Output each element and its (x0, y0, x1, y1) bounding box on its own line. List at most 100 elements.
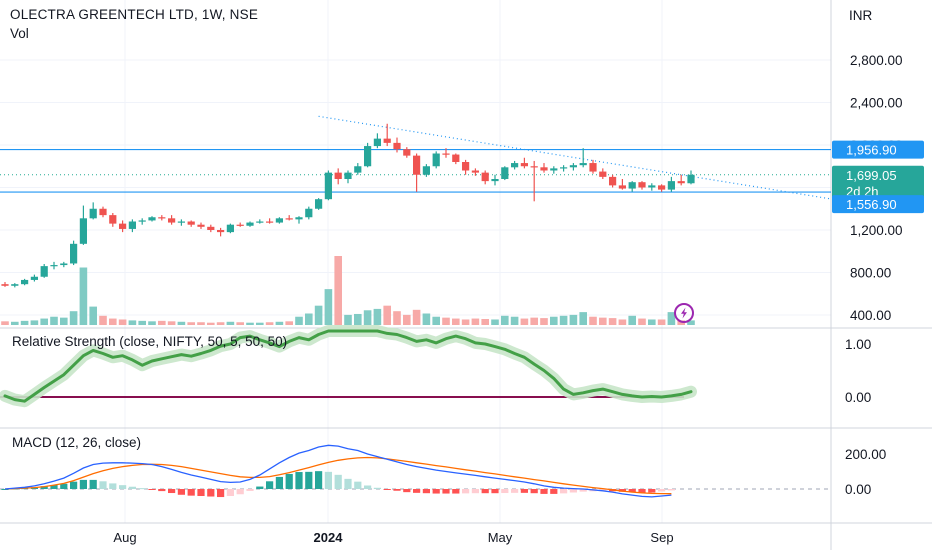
candle (618, 179, 626, 190)
candle (520, 157, 528, 169)
time-label: 2024 (314, 530, 344, 545)
volume-bar (412, 309, 421, 325)
volume-bar (589, 316, 597, 325)
macd-hist-bar (305, 471, 313, 489)
volume-bar (569, 314, 578, 325)
candle-body (628, 182, 636, 189)
macd-hist-bar (1, 489, 9, 490)
volume-bar (40, 318, 48, 325)
candle (99, 206, 107, 218)
candle (452, 153, 460, 165)
volume-bar (275, 321, 284, 325)
candle-body (530, 166, 538, 168)
candle-body (50, 265, 58, 267)
candle-body (413, 155, 421, 175)
candle-body (305, 208, 313, 218)
macd-hist-bar (452, 489, 460, 494)
candle-body (148, 217, 156, 221)
candle-body (403, 149, 411, 156)
candle-body (236, 224, 244, 226)
candle (79, 205, 87, 245)
macd-hist-bar (324, 471, 332, 489)
candle-body (246, 222, 254, 226)
candle (530, 160, 538, 202)
macd-hist-bar (481, 489, 489, 494)
last-price-tag-bg (832, 165, 924, 200)
level-tag-lower-bg (832, 195, 924, 214)
candle (589, 159, 597, 174)
volume-bar (608, 318, 617, 325)
candle-body (452, 154, 460, 162)
macd-hist-bar (79, 479, 87, 489)
candle-body (295, 217, 303, 220)
candle-body (266, 221, 274, 223)
volume-bar (373, 308, 382, 325)
candle (550, 166, 558, 174)
volume-bar (295, 316, 303, 325)
volume-bar (265, 322, 274, 325)
volume-bar (677, 320, 685, 325)
candle-body (569, 165, 577, 168)
candle-body (462, 162, 470, 171)
macd-pane: 200.00 0.00 (0, 444, 886, 498)
volume-bar (118, 319, 127, 325)
macd-hist-bar (432, 489, 440, 494)
volume-bar (216, 322, 225, 325)
candle (628, 181, 636, 192)
volume-bar (599, 317, 607, 325)
macd-hist-bar (579, 489, 587, 492)
macd-tick-label: 0.00 (845, 482, 871, 497)
volume-bar (246, 322, 254, 325)
candle-body (520, 163, 528, 167)
volume-bar (452, 318, 460, 325)
candle-body (540, 167, 548, 171)
volume-bar (432, 316, 440, 325)
volume-bar (1, 321, 9, 325)
macd-hist-bar (560, 489, 568, 494)
candle-body (511, 163, 519, 168)
candle-body (109, 215, 117, 224)
volume-bar (471, 318, 480, 325)
candle (256, 219, 264, 224)
volume-bar (638, 318, 646, 325)
trendline[interactable] (318, 115, 832, 200)
candle (217, 227, 225, 237)
candle-body (422, 166, 430, 175)
macd-hist-bar (89, 479, 97, 489)
candle-body (99, 208, 107, 216)
rs-tick-label: 0.00 (845, 390, 871, 405)
candle (1, 282, 9, 287)
candle (413, 153, 421, 192)
macd-hist-bar (50, 484, 58, 489)
macd-hist-bar (158, 489, 166, 492)
candle (334, 168, 342, 185)
candle-body (177, 221, 185, 223)
candle-body (11, 284, 19, 286)
candle (667, 176, 675, 192)
candle (442, 148, 450, 158)
candle (560, 165, 568, 172)
candle (393, 137, 401, 153)
currency-label: INR (849, 8, 873, 23)
candle-body (30, 276, 38, 280)
macd-hist-bar (334, 474, 342, 489)
macd-signal-line (4, 456, 672, 495)
candle-body (138, 220, 146, 222)
volume-bar (667, 312, 676, 325)
candle (11, 283, 19, 288)
macd-tick-label: 200.00 (845, 447, 886, 462)
macd-hist-bar (540, 489, 548, 494)
lightning-icon[interactable] (674, 303, 694, 323)
macd-hist-bar (217, 489, 225, 498)
candle-body (315, 199, 323, 209)
volume-bar (363, 310, 372, 325)
volume-bar (89, 306, 97, 325)
macd-hist-bar (128, 486, 136, 489)
volume-bars (1, 256, 695, 325)
trendline-segment (318, 115, 832, 200)
volume-bar (442, 317, 450, 325)
candle-body (599, 171, 607, 177)
